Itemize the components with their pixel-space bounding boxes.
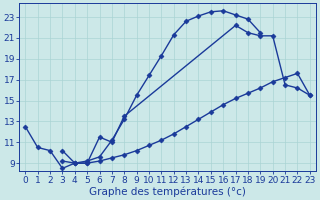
X-axis label: Graphe des températures (°c): Graphe des températures (°c) <box>89 186 246 197</box>
